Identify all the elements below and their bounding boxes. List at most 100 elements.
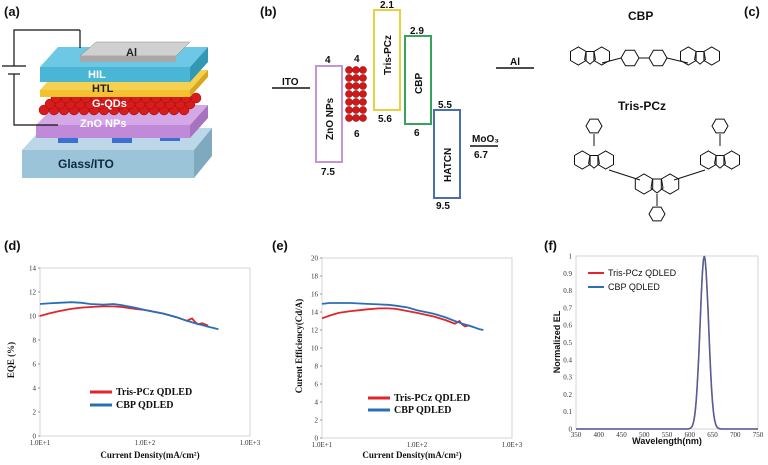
cbp-carbazole-right-ring-right [703, 46, 720, 66]
x-tick-label: 350 [571, 431, 582, 439]
zno-bottom-value: 7.5 [321, 167, 335, 178]
el-line-cbp [576, 255, 758, 430]
energy-level-diagram: (b) ITO 4 7.5 ZnO NPs 4 6 2.1 5.6 Tris-P… [260, 0, 534, 212]
cbp-bottom-value: 6 [414, 128, 420, 139]
y-tick-label: 0 [315, 435, 319, 443]
eqe-axis-ticks: 0 2 4 6 8 10 12 14 1.0E+1 1.0E+2 1.0E+3 [29, 265, 261, 448]
cbp-carbazole-left-ring-right [593, 46, 610, 66]
el-plot-frame [575, 255, 759, 430]
qd-ball [345, 82, 353, 90]
htl-side [190, 70, 208, 97]
moo3-label: MoO₃ [472, 134, 499, 145]
y-tick-label: 4 [33, 385, 37, 393]
zno-band-label: ZnO NPs [325, 97, 336, 140]
y-tick-label: 10 [311, 345, 319, 353]
cbp-band [404, 35, 432, 125]
ce-series-lines [321, 302, 484, 331]
y-tick-label: 10 [29, 313, 37, 321]
series-line-cbp [321, 302, 484, 331]
y-tick-label: 0.6 [563, 322, 572, 330]
el-legend-cbp: CBP QDLED [608, 282, 660, 292]
series-line-cbp [39, 301, 219, 331]
y-tick-label: 1 [569, 253, 573, 261]
trispcz-bottom-value: 5.6 [378, 114, 392, 125]
layer-glass-ito-label: Glass/ITO [58, 157, 114, 171]
el-legend: Tris-PCz QDLED CBP QDLED [588, 268, 677, 292]
hil-front [40, 67, 190, 82]
x-tick-label: 450 [616, 431, 627, 439]
y-tick-label: 12 [29, 289, 37, 297]
x-tick-label: 1.0E+1 [312, 441, 333, 449]
x-tick-label: 650 [707, 431, 718, 439]
y-tick-label: 14 [29, 265, 37, 273]
tris-bond-center-right [673, 169, 706, 181]
tris-bond-center-left [608, 169, 641, 181]
el-x-axis-label: Wavelength(nm) [632, 436, 702, 446]
qd-ball [352, 98, 360, 106]
trispcz-top-value: 2.1 [380, 0, 394, 11]
series-line-trispcz [321, 307, 475, 329]
qd-ball [345, 114, 353, 122]
el-legend-tris: Tris-PCz QDLED [608, 268, 677, 278]
cbp-carbazole-right-ring-five [694, 51, 706, 65]
y-tick-label: 4 [315, 399, 319, 407]
ce-legend: Tris-PCz QDLED CBP QDLED [368, 393, 470, 416]
eqe-plot-frame [39, 267, 251, 437]
y-tick-label: 18 [311, 273, 319, 281]
htl-front [40, 90, 190, 97]
layer-htl-label: HTL [92, 83, 114, 95]
zno-band [315, 65, 343, 163]
circuit-wire-top [13, 29, 80, 66]
hatcn-top-value: 5.5 [438, 100, 452, 111]
y-tick-label: 12 [311, 327, 319, 335]
qd-ball [345, 98, 353, 106]
eqe-y-axis-label: EQE (%) [6, 342, 16, 378]
qd-ball [352, 114, 360, 122]
qd-ball [359, 114, 367, 122]
y-tick-label: 0 [33, 433, 37, 441]
tris-carbazole-left-ring-left [574, 150, 591, 170]
tris-carbazole-center-ring-five [650, 178, 664, 194]
tris-carbazole-left-ring-five [588, 155, 600, 169]
el-series-lines [576, 255, 758, 430]
tris-phenyl-left [585, 118, 603, 134]
qd-ball [352, 82, 360, 90]
layer-al-label: Al [126, 47, 137, 59]
y-tick-label: 2 [315, 417, 319, 425]
ito-pad-2 [112, 136, 132, 143]
x-tick-label: 600 [685, 431, 696, 439]
trispcz-molecule-label: Tris-PCz [618, 99, 666, 113]
eqe-x-axis-label: Current Density(mA/cm²) [100, 450, 199, 460]
hatcn-band-label: HATCN [443, 148, 454, 182]
panel-label-b: (b) [260, 4, 277, 19]
cbp-top-value: 2.9 [410, 26, 424, 37]
y-tick-label: 8 [315, 363, 319, 371]
moo3-value: 6.7 [474, 150, 488, 161]
zno-front [36, 125, 190, 138]
ce-axis-ticks: 0 2 4 6 8 10 12 14 16 18 20 1.0E+1 1.0E+2 1.0E+3 [311, 255, 523, 450]
y-tick-label: 0 [569, 426, 573, 434]
ce-legend-tris: Tris-PCz QDLED [394, 393, 470, 404]
tris-phenyl-right [711, 118, 729, 134]
x-tick-label: 1.0E+1 [30, 439, 51, 447]
tris-phenyl-bottom [648, 206, 666, 222]
y-tick-label: 6 [315, 381, 319, 389]
device-stack: (a) Glass/ITO ZnO NPs G-QDs HTL HIL Al [2, 4, 212, 178]
panel-label-f: (f) [544, 238, 557, 253]
layer-gqd-label: G-QDs [92, 98, 127, 110]
al-label: Al [510, 57, 520, 68]
panel-label-a: (a) [4, 4, 20, 19]
zno-side [190, 105, 208, 138]
x-tick-label: 1.0E+2 [407, 441, 428, 449]
cbp-phenyl-2 [648, 49, 668, 67]
y-tick-label: 0.7 [563, 304, 572, 312]
cbp-carbazole-left-ring-left [570, 46, 587, 66]
y-tick-label: 8 [33, 337, 37, 345]
tris-carbazole-right-ring-five [714, 155, 726, 169]
cbp-phenyl-1 [620, 49, 640, 67]
y-tick-label: 0.5 [563, 339, 572, 347]
y-tick-label: 14 [311, 309, 319, 317]
circuit-wire-bottom [13, 74, 58, 126]
qd-ball [345, 66, 353, 74]
